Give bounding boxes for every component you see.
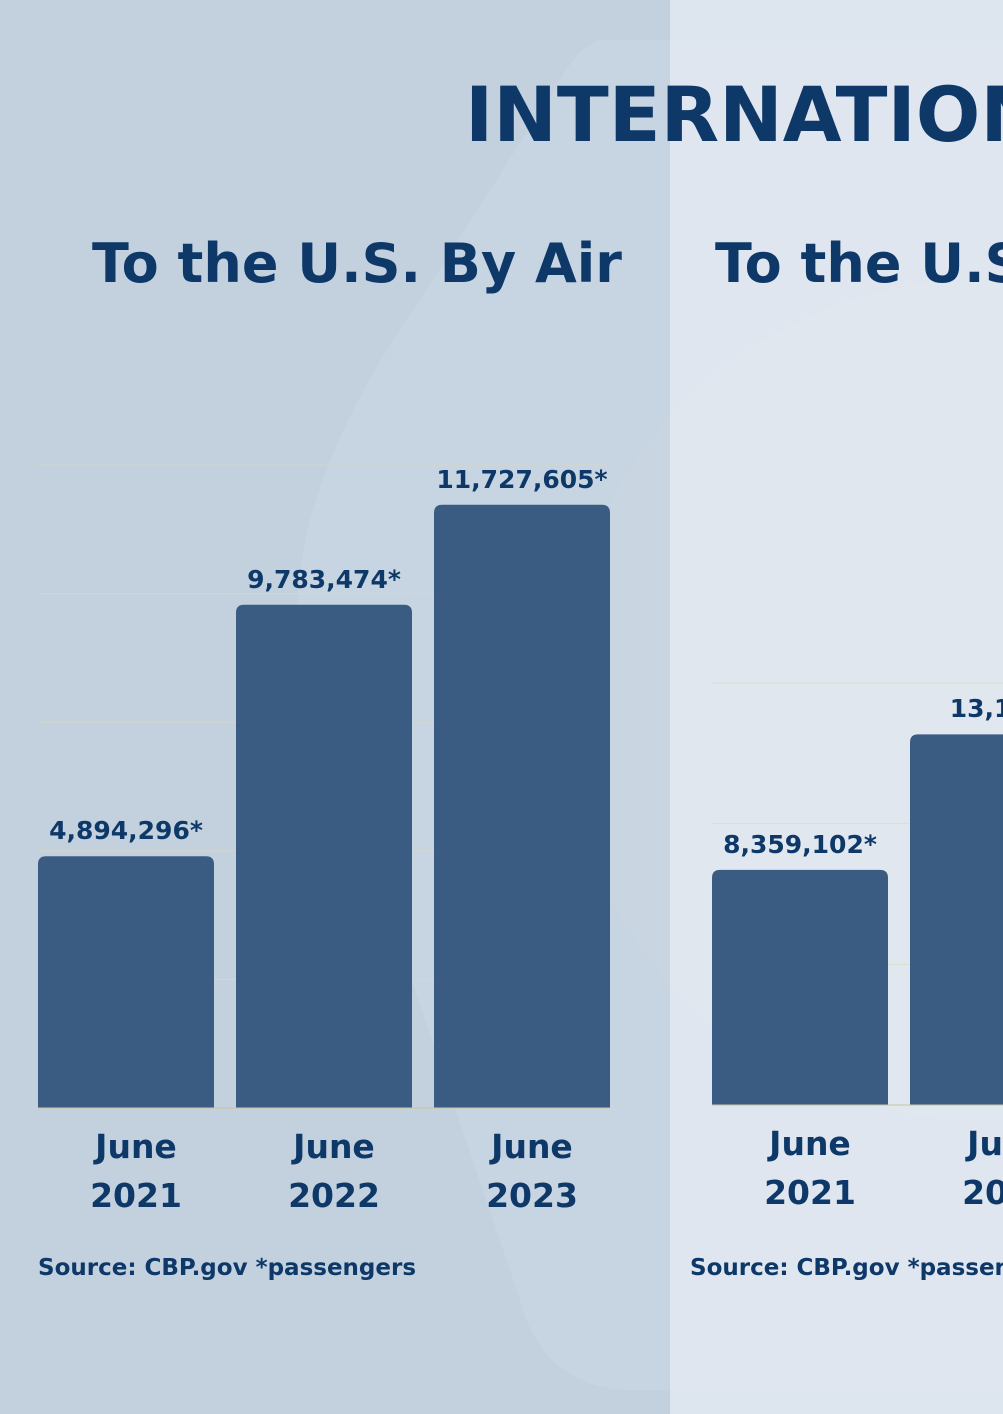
chart-title: To the U.S — [715, 232, 1003, 295]
x-tick-label: June 2022 — [288, 1127, 380, 1215]
value-label: 11,727,605* — [436, 464, 608, 494]
source-note: Source: CBP.gov *passengers — [38, 1255, 417, 1281]
value-label: 13,174 — [949, 694, 1003, 724]
x-tick-label: June 2021 — [90, 1127, 182, 1215]
value-label: 8,359,102* — [723, 829, 877, 859]
bar — [712, 869, 888, 1105]
value-label: 9,783,474* — [247, 564, 401, 594]
x-tick-label: June 2021 — [764, 1124, 856, 1212]
value-label: 4,894,296* — [49, 816, 203, 846]
bar — [910, 734, 1003, 1105]
page-title: INTERNATION — [465, 70, 1003, 159]
bar — [236, 604, 412, 1108]
x-tick-label: June 2022 — [962, 1124, 1003, 1212]
bar — [434, 504, 610, 1108]
x-tick-label: June 2023 — [486, 1127, 578, 1215]
source-note: Source: CBP.gov *passengers — [690, 1255, 1003, 1281]
bar — [38, 856, 214, 1108]
chart-title: To the U.S. By Air — [92, 232, 622, 295]
